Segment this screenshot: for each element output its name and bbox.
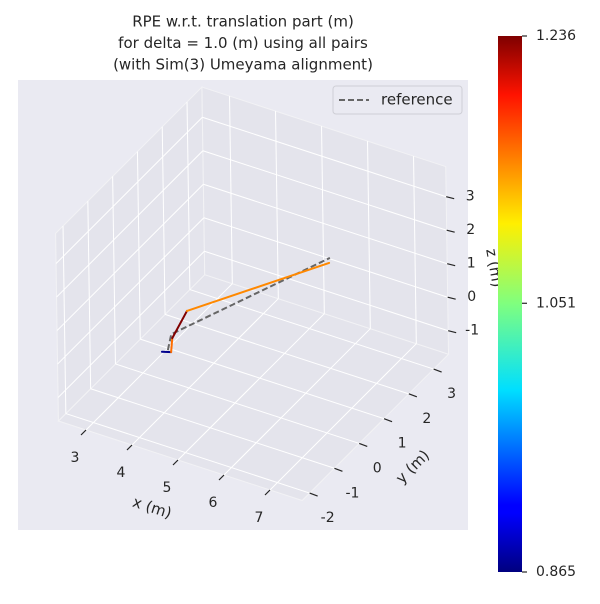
z-tick-label: 1: [467, 256, 476, 272]
z-tick-label: 2: [466, 222, 475, 238]
y-tick-label: -1: [345, 485, 359, 501]
x-tick-label: 3: [71, 450, 80, 466]
z-tick-label: 0: [467, 289, 476, 305]
colorbar-tick-label: 0.865: [536, 564, 576, 580]
x-tick-label: 4: [117, 465, 126, 481]
y-tick-label: 2: [422, 411, 431, 427]
y-tick-label: -2: [321, 510, 335, 526]
title-line: for delta = 1.0 (m) using all pairs: [118, 34, 368, 52]
trajectory-segment: [171, 338, 172, 352]
title-line: (with Sim(3) Umeyama alignment): [113, 56, 373, 74]
title-line: RPE w.r.t. translation part (m): [132, 13, 354, 31]
legend-label: reference: [381, 91, 453, 109]
y-tick-label: 0: [373, 460, 382, 476]
z-tick-label: 3: [466, 189, 475, 205]
y-tick-label: 3: [447, 386, 456, 402]
x-tick-label: 5: [163, 480, 172, 496]
colorbar: [498, 36, 522, 572]
colorbar-tick-label: 1.051: [536, 295, 576, 311]
y-tick-label: 1: [398, 436, 407, 452]
x-tick-label: 7: [255, 510, 264, 526]
x-tick-label: 6: [209, 495, 218, 511]
z-tick-label: -1: [465, 323, 479, 339]
colorbar-tick-label: 1.236: [536, 28, 576, 44]
